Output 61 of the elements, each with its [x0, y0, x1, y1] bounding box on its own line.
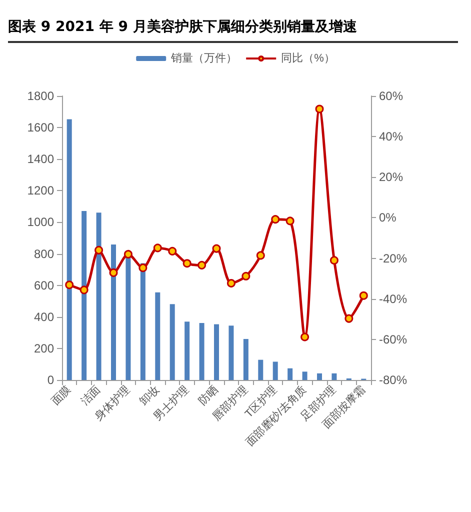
point	[80, 286, 88, 294]
bar	[199, 323, 204, 380]
point	[182, 259, 192, 268]
point	[286, 216, 294, 226]
y-tick-label: 1400	[27, 152, 54, 166]
point	[94, 246, 104, 254]
point	[212, 244, 221, 253]
bar	[170, 304, 175, 380]
x-tick-label: 洁面	[78, 383, 104, 408]
chart-title: 图表 9 2021 年 9 月美容护肤下属细分类别销量及增速	[8, 18, 458, 43]
y-tick-label: 1800	[27, 89, 54, 103]
y2-tick-label: -40%	[379, 292, 408, 306]
bar	[82, 211, 87, 380]
y2-tick-label: 40%	[379, 130, 404, 144]
y-tick-label: 1600	[27, 120, 54, 135]
bar	[317, 373, 322, 380]
point	[256, 251, 265, 260]
y-tick-label: 200	[34, 341, 54, 356]
legend-label: 同比（%）	[281, 52, 335, 64]
y2-tick-label: 60%	[379, 89, 404, 103]
bar	[140, 263, 146, 380]
bar	[258, 360, 264, 380]
point	[168, 246, 177, 256]
y-tick-label: 1200	[27, 184, 54, 198]
point	[153, 244, 162, 252]
point	[198, 260, 206, 270]
point	[242, 272, 250, 280]
bar	[96, 212, 102, 380]
y-tick-label: 1000	[27, 215, 54, 230]
bar	[155, 292, 160, 380]
y2-tick-label: -80%	[379, 373, 408, 387]
y2-tick-label: 20%	[379, 170, 404, 184]
y-tick-label: 400	[34, 310, 54, 324]
bar	[272, 362, 278, 380]
bar	[302, 372, 308, 380]
y-tick-label: 800	[34, 246, 54, 261]
point	[315, 104, 324, 114]
point	[344, 314, 354, 323]
y-tick-label: 600	[34, 278, 54, 292]
y2-tick-label: 0%	[379, 210, 397, 225]
point	[271, 215, 280, 224]
bar	[214, 324, 219, 380]
bar	[66, 119, 72, 380]
bar	[111, 244, 116, 380]
bar	[332, 373, 337, 380]
point	[65, 280, 74, 290]
legend-label: 销量（万件）	[170, 52, 238, 64]
y2-tick-label: -60%	[379, 332, 408, 346]
point	[300, 332, 310, 342]
point	[330, 256, 338, 265]
point	[226, 278, 236, 288]
bar	[243, 338, 248, 380]
bar	[228, 326, 234, 380]
point	[124, 250, 132, 258]
point	[109, 268, 118, 277]
y2-tick-label: -20%	[379, 251, 408, 266]
x-tick-label: 卸妆	[138, 384, 162, 408]
bar	[288, 368, 293, 380]
point	[138, 264, 148, 272]
bar	[184, 322, 190, 380]
point	[359, 291, 368, 300]
